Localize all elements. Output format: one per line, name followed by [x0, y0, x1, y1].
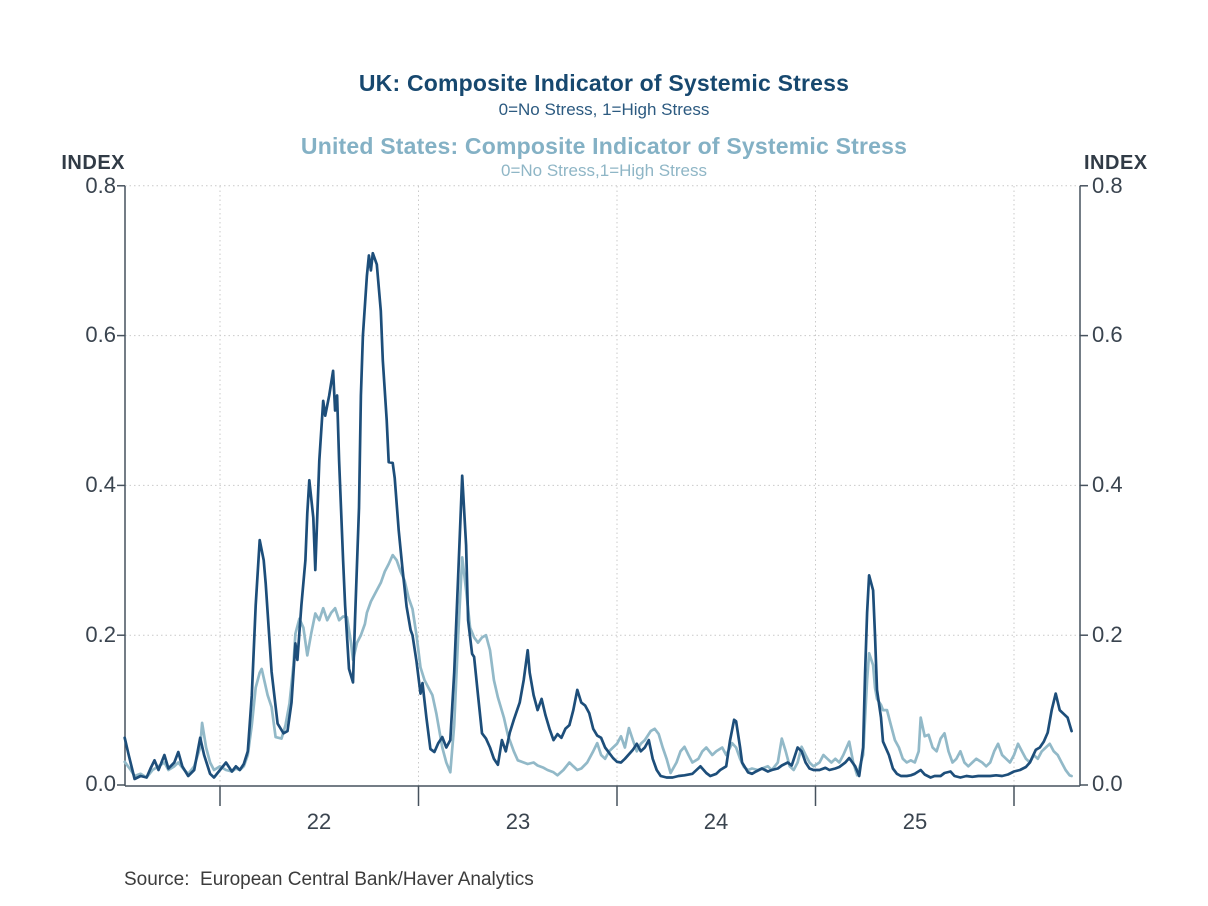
y-tick-label-left: 0.2	[85, 622, 116, 647]
us-ciss-line	[123, 553, 1073, 779]
chart-subtitle-us: 0=No Stress,1=High Stress	[501, 161, 707, 180]
chart-title-us: United States: Composite Indicator of Sy…	[300, 133, 908, 159]
chart-subtitle-uk: 0=No Stress, 1=High Stress	[498, 100, 710, 119]
uk-ciss-line	[123, 251, 1073, 781]
x-tick-label: 24	[703, 809, 729, 834]
y-tick-label-left: 0.8	[85, 173, 116, 198]
y-tick-label-right: 0.6	[1092, 322, 1123, 347]
source-note: Source: European Central Bank/Haver Anal…	[124, 869, 534, 890]
chart-title-uk: UK: Composite Indicator of Systemic Stre…	[358, 70, 850, 96]
y-tick-label-right: 0.0	[1092, 771, 1123, 796]
x-tick-label: 25	[902, 809, 928, 834]
y-tick-label-right: 0.2	[1092, 622, 1123, 647]
x-tick-label: 23	[505, 809, 531, 834]
right-axis-unit-label: INDEX	[1084, 152, 1148, 174]
x-tick-label: 22	[306, 809, 332, 834]
y-tick-label-left: 0.6	[85, 322, 116, 347]
y-tick-label-right: 0.4	[1092, 472, 1123, 497]
y-tick-label-left: 0.0	[85, 771, 116, 796]
y-tick-label-left: 0.4	[85, 472, 116, 497]
y-tick-label-right: 0.8	[1092, 173, 1123, 198]
left-axis-unit-label: INDEX	[61, 152, 125, 174]
